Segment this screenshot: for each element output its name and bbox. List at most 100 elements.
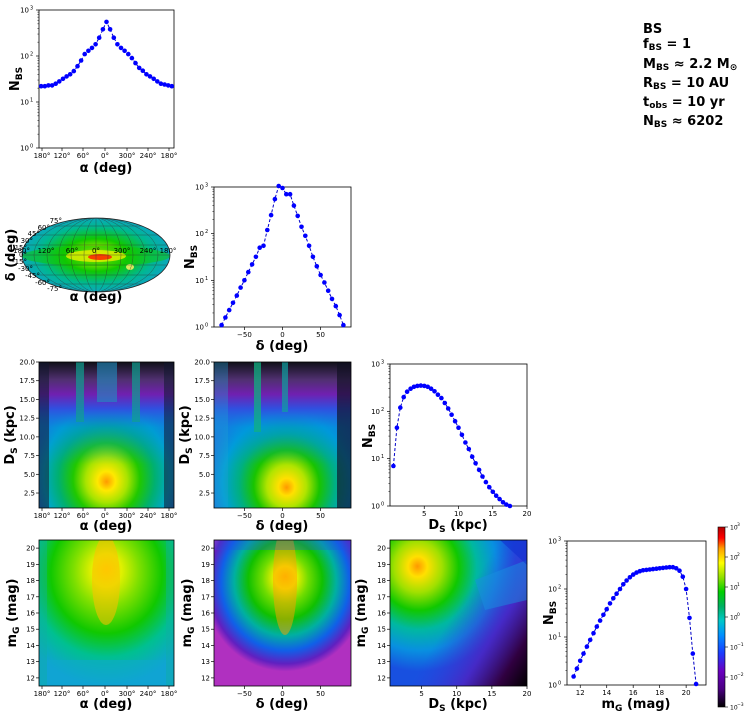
y-tick-label: 20 bbox=[377, 545, 386, 553]
lat-tick-label: -15° bbox=[12, 258, 27, 266]
y-tick-label: 13 bbox=[377, 658, 386, 666]
y-tick-label: 12.5 bbox=[194, 415, 210, 423]
y-tick-label: 10 bbox=[20, 53, 29, 61]
x-tick-label: 50 bbox=[316, 690, 325, 698]
data-point bbox=[155, 79, 160, 84]
x-tick-label: 300° bbox=[119, 690, 136, 698]
y-tick-label: 2.5 bbox=[199, 490, 210, 498]
data-point bbox=[162, 82, 167, 87]
y-tick-label: 12.5 bbox=[19, 415, 35, 423]
x-tick-label: −50 bbox=[237, 331, 252, 339]
data-point bbox=[82, 51, 87, 57]
data-point bbox=[504, 502, 509, 507]
data-point bbox=[272, 196, 278, 202]
y-tick-label: 10.0 bbox=[19, 433, 35, 441]
data-point bbox=[597, 618, 603, 623]
y-tick-label: 20 bbox=[201, 545, 210, 553]
panel-sky-map: 75°60°45°30°15°0°-15°-30°-45°-60°-75°120… bbox=[4, 217, 176, 305]
data-point bbox=[226, 307, 232, 313]
y-tick-label: 13 bbox=[201, 658, 210, 666]
y-tick-label: 16 bbox=[26, 610, 35, 618]
colorbar-tick-exponent: 1 bbox=[737, 582, 740, 588]
y-tick-label: 14 bbox=[377, 642, 386, 650]
data-point bbox=[432, 389, 437, 394]
x-tick-label: 0 bbox=[280, 690, 284, 698]
sky-map-ticks: 75°60°45°30°15°0°-15°-30°-45°-60°-75°120… bbox=[12, 217, 176, 293]
ds-hist-series bbox=[391, 383, 513, 509]
y-tick-exponent: 2 bbox=[381, 407, 384, 413]
y-tick-exponent: 0 bbox=[381, 502, 384, 508]
data-point bbox=[133, 60, 138, 66]
x-tick-label: 240° bbox=[140, 690, 157, 698]
x-axis-label: α (deg) bbox=[80, 697, 133, 712]
colorbar-tick-exponent: 3 bbox=[737, 522, 740, 528]
data-point bbox=[129, 55, 135, 61]
x-tick-label: 5 bbox=[422, 510, 426, 518]
y-tick-label: 15 bbox=[26, 626, 35, 634]
y-tick-exponent: 3 bbox=[381, 360, 384, 366]
colorbar-tick-exponent: −3 bbox=[737, 702, 744, 708]
data-point bbox=[100, 27, 106, 32]
y-axis-label: mG (mag) bbox=[354, 579, 371, 648]
data-point bbox=[341, 322, 346, 328]
x-tick-label: 50 bbox=[316, 331, 325, 339]
y-tick-exponent: 1 bbox=[30, 98, 33, 104]
y-tick-label: 10 bbox=[371, 408, 380, 416]
y-tick-exponent: 1 bbox=[558, 633, 561, 639]
data-point bbox=[140, 68, 146, 73]
y-axis-label: NBS bbox=[542, 601, 559, 625]
y-tick-label: 10 bbox=[195, 324, 204, 332]
x-tick-label: −50 bbox=[237, 512, 252, 520]
y-axis-label: NBS bbox=[361, 424, 378, 448]
x-axis-label: δ (deg) bbox=[256, 339, 309, 354]
x-tick-label: 10 bbox=[454, 510, 463, 518]
axis-ticks: 180° 120° 60° 0° 300° 240° 180°2.55.07.510.012… bbox=[19, 359, 177, 521]
data-point bbox=[439, 395, 444, 401]
data-point bbox=[418, 383, 424, 388]
lat-tick-label: 60° bbox=[38, 224, 50, 232]
data-point bbox=[601, 612, 606, 618]
data-point bbox=[594, 624, 600, 629]
data-point bbox=[404, 389, 410, 395]
data-point bbox=[435, 392, 441, 398]
lat-tick-label: 30° bbox=[21, 237, 33, 245]
y-tick-exponent: 2 bbox=[558, 585, 561, 591]
data-point bbox=[624, 578, 629, 583]
data-point bbox=[415, 383, 420, 389]
data-point bbox=[337, 312, 342, 318]
y-tick-label: 12 bbox=[201, 674, 210, 682]
y-tick-exponent: 3 bbox=[205, 183, 208, 189]
data-point bbox=[490, 489, 496, 495]
data-point bbox=[650, 566, 656, 572]
data-point bbox=[230, 300, 236, 306]
data-point bbox=[268, 212, 274, 218]
x-axis-label: α (deg) bbox=[80, 161, 133, 176]
x-tick-label: 180° bbox=[161, 690, 178, 698]
colorbar-tick-exponent: −2 bbox=[737, 672, 744, 678]
y-tick-exponent: 3 bbox=[30, 6, 33, 12]
y-tick-label: 18 bbox=[26, 577, 35, 585]
sky-map-frame bbox=[21, 217, 171, 293]
y-tick-label: 15.0 bbox=[19, 396, 35, 404]
data-point bbox=[144, 72, 149, 77]
x-tick-label: −50 bbox=[237, 690, 252, 698]
data-point bbox=[614, 591, 619, 596]
data-point bbox=[238, 285, 243, 290]
y-tick-label: 10 bbox=[195, 230, 204, 238]
y-tick-label: 19 bbox=[377, 561, 386, 569]
x-axis-label: α (deg) bbox=[80, 519, 133, 534]
data-point bbox=[310, 254, 316, 260]
x-tick-label: 60° bbox=[77, 152, 89, 160]
data-point bbox=[53, 81, 58, 86]
data-point bbox=[64, 74, 69, 79]
data-point bbox=[497, 496, 502, 502]
lat-tick-label: 45° bbox=[28, 230, 40, 238]
lon-tick-label: 180° bbox=[13, 247, 30, 255]
axes-frame bbox=[389, 363, 528, 507]
axes-frame bbox=[213, 186, 352, 328]
y-tick-label: 15 bbox=[201, 626, 210, 634]
y-tick-label: 19 bbox=[26, 561, 35, 569]
